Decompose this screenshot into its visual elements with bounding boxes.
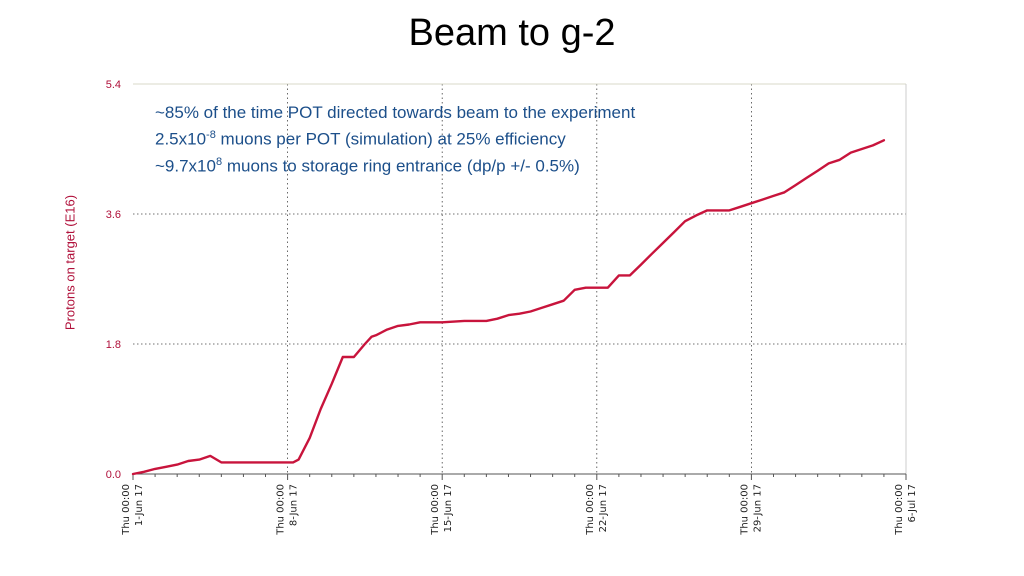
y-tick-label: 1.8 [106, 339, 121, 351]
annotation-line-1: ~85% of the time POT directed towards be… [155, 103, 636, 122]
annotation-box: ~85% of the time POT directed towards be… [155, 101, 635, 177]
x-tick-label-group: Thu 00:00 15-Jun 17 [430, 484, 454, 536]
x-tick-label-group: Thu 00:00 6-Jul 17 [894, 484, 918, 536]
x-tick-label-line1: Thu 00:00 [585, 484, 596, 536]
x-tick-label-line1: Thu 00:00 [430, 484, 441, 536]
y-tick-label: 5.4 [106, 79, 121, 91]
x-tick-label-line2: 1-Jun 17 [134, 484, 145, 526]
x-tick-label-group: Thu 00:00 22-Jun 17 [585, 484, 609, 536]
x-tick-label-group: Thu 00:00 29-Jun 17 [739, 484, 763, 536]
annotation-line-3: ~9.7x108 muons to storage ring entrance … [155, 151, 635, 178]
x-tick-label-line2: 6-Jul 17 [907, 484, 918, 523]
x-tick-label-group: Thu 00:00 1-Jun 17 [121, 484, 145, 536]
series-layer [131, 139, 886, 476]
slide-title: Beam to g-2 [408, 12, 616, 54]
annotation-line-3-post: muons to storage ring entrance (dp/p +/-… [222, 156, 580, 176]
x-tick-label-group: Thu 00:00 8-Jun 17 [276, 484, 300, 536]
annotation-line-3-pre: ~9.7x10 [155, 156, 216, 176]
x-tick-label-line1: Thu 00:00 [894, 484, 905, 536]
series-line [131, 139, 886, 476]
annotation-line-2-post: muons per POT (simulation) at 25% effici… [215, 129, 566, 149]
x-tick-label-line2: 8-Jun 17 [289, 484, 300, 526]
x-tick-label-line1: Thu 00:00 [276, 484, 287, 536]
x-tick-label-line2: 22-Jun 17 [598, 484, 609, 532]
x-tick-label-line2: 29-Jun 17 [752, 484, 763, 532]
y-tick-label: 3.6 [106, 209, 121, 221]
annotation-line-2-sup: -8 [206, 129, 216, 141]
x-tick-label-line1: Thu 00:00 [739, 484, 750, 536]
annotation-line-3-sup: 8 [215, 155, 223, 168]
x-tick-label-line2: 15-Jun 17 [443, 484, 454, 532]
annotation-line-2-pre: 2.5x10 [155, 129, 207, 149]
grid-layer [133, 84, 906, 474]
x-tick-label-line1: Thu 00:00 [121, 484, 132, 536]
axes-layer [133, 83, 907, 475]
y-axis-label: Protons on target (E16) [62, 194, 78, 331]
y-tick-label: 0.0 [106, 469, 121, 481]
annotation-line-2: 2.5x10-8 muons per POT (simulation) at 2… [155, 124, 635, 151]
